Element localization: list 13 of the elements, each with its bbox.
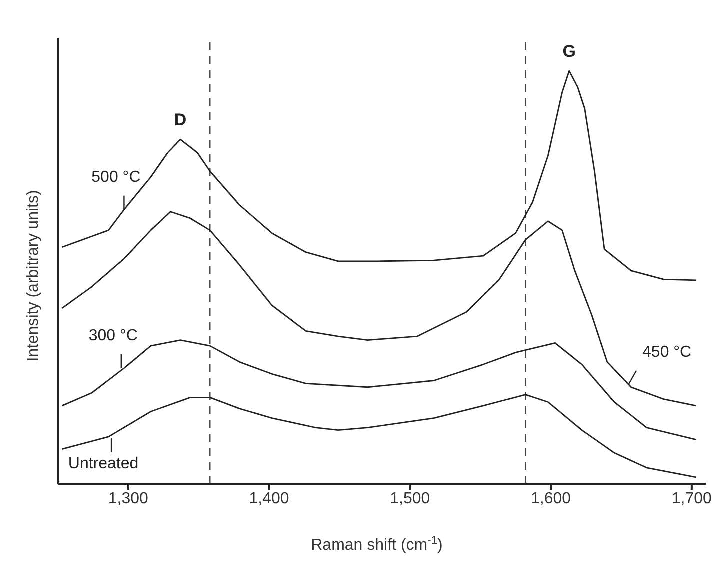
annotation: 500 °C: [92, 168, 141, 186]
annotation: 450 °C: [642, 344, 692, 361]
annotation: 300 °C: [88, 327, 138, 344]
annotation: D: [174, 110, 187, 130]
y-axis-title: Intensity (arbitrary units): [25, 190, 42, 362]
x-axis-title: Raman shift (cm$^{-1}$): [311, 535, 443, 554]
x-tick-label: 1,500: [390, 490, 430, 508]
x-tick-label: 1,600: [531, 490, 572, 508]
x-tick-label: 1,400: [249, 490, 290, 508]
x-tick-label: 1,700: [672, 490, 712, 508]
annotation: Untreated: [68, 456, 139, 473]
annotation: G: [562, 42, 576, 62]
x-tick-label: 1,300: [108, 490, 149, 508]
